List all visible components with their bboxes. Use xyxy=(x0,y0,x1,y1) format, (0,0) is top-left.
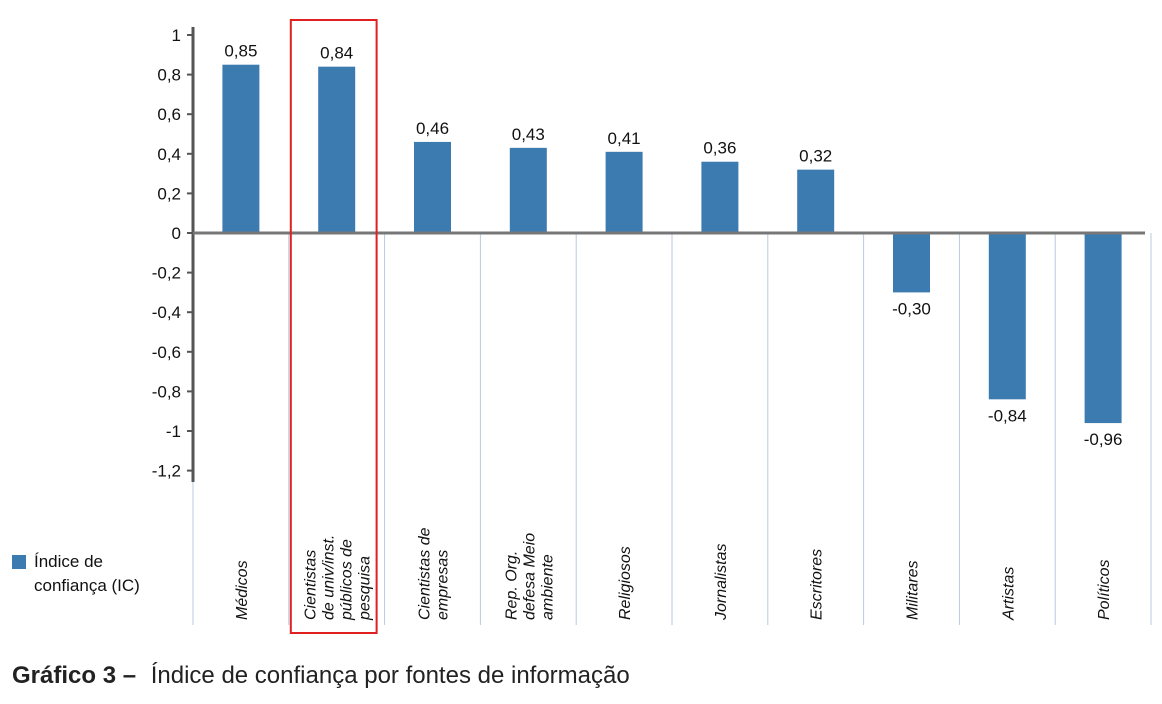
highlight-box xyxy=(289,19,378,634)
legend: Índice de confiança (IC) xyxy=(12,550,164,598)
bar-2 xyxy=(318,66,356,234)
bar-5 xyxy=(605,151,643,233)
y-tick-label: 0,4 xyxy=(157,145,181,164)
value-label: 0,85 xyxy=(224,42,257,61)
y-tick-label: -1 xyxy=(166,422,181,441)
caption-prefix: Gráfico 3 – xyxy=(12,662,137,689)
value-label: 0,36 xyxy=(703,139,736,158)
y-tick-label: 0,2 xyxy=(157,184,181,203)
y-tick-label: 0,8 xyxy=(157,66,181,85)
y-tick-label: -1,2 xyxy=(152,462,181,481)
bar-4 xyxy=(509,147,547,233)
value-label: 0,46 xyxy=(416,119,449,138)
y-tick-label: 0,6 xyxy=(157,105,181,124)
legend-label: Índice de confiança (IC) xyxy=(34,552,140,595)
legend-swatch xyxy=(12,555,26,569)
y-tick-label: 1 xyxy=(172,26,181,45)
category-label: Militares xyxy=(905,560,922,620)
value-label: 0,84 xyxy=(320,44,353,63)
category-label: Jornalistas xyxy=(713,544,730,621)
category-label: ambiente xyxy=(539,554,556,620)
category-label: públicos de xyxy=(339,539,356,621)
category-label: defesa Meio xyxy=(521,533,538,620)
bar-7 xyxy=(797,169,835,233)
y-tick-label: -0,2 xyxy=(152,264,181,283)
bar-9 xyxy=(988,233,1026,400)
category-label: Artistas xyxy=(1000,567,1017,621)
bar-8 xyxy=(893,233,930,293)
bar-10 xyxy=(1084,233,1122,424)
category-label: Religiosos xyxy=(617,546,634,620)
category-label: Médicos xyxy=(234,560,251,620)
category-label: Escritores xyxy=(809,549,826,620)
value-label: 0,41 xyxy=(608,129,641,148)
value-label: 0,43 xyxy=(512,125,545,144)
category-label: de univ/inst. xyxy=(321,535,338,620)
y-tick-label: -0,4 xyxy=(152,303,181,322)
y-tick-label: -0,8 xyxy=(152,382,181,401)
category-label: Cientistas de xyxy=(417,527,434,620)
category-label: Rep. Org. xyxy=(503,551,520,620)
y-tick-label: -0,6 xyxy=(152,343,181,362)
value-label: 0,32 xyxy=(799,147,832,166)
value-label: -0,84 xyxy=(988,406,1027,425)
category-label: Políticos xyxy=(1096,560,1113,620)
category-label: Cientistas xyxy=(303,550,320,620)
caption-text: Índice de confiança por fontes de inform… xyxy=(150,662,630,689)
y-tick-label: 0 xyxy=(172,224,181,243)
category-label: empresas xyxy=(435,550,452,620)
bar-chart: 1 0,8 0,6 0,4 0,2 0 -0,2 -0,4 -0,6 -0,8 -1 -1,2 0,85… xyxy=(152,19,1152,634)
value-label: -0,96 xyxy=(1084,430,1123,449)
bar-1 xyxy=(222,64,260,233)
bar-6 xyxy=(701,161,739,233)
category-label: pesquisa xyxy=(357,556,374,621)
value-label: -0,30 xyxy=(892,299,931,318)
figure-caption: Gráfico 3 – Índice de confiança por font… xyxy=(12,662,630,690)
bar-3 xyxy=(414,141,451,233)
